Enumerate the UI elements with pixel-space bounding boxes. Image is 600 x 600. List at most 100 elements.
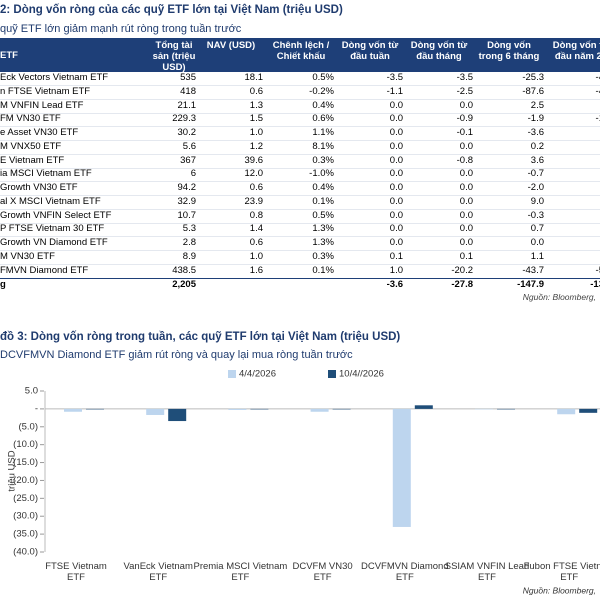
cell: 1.2 xyxy=(249,140,263,152)
cell: 3.6 xyxy=(530,154,544,166)
cell: 0.0 xyxy=(389,223,403,235)
cell: n FTSE Vietnam ETF xyxy=(0,85,91,97)
header-cell: Dòng vốn trong 6 tháng xyxy=(478,40,540,62)
legend-label: 4/4/2026 xyxy=(239,369,276,380)
bar xyxy=(497,408,515,410)
cell: 0.0 xyxy=(459,140,473,152)
x-tick-label: DCVFM VN30 ETF xyxy=(293,561,353,583)
cell: 39.6 xyxy=(244,154,264,166)
row-line xyxy=(0,195,600,196)
x-tick-label: DCVFMVN Diamond ETF xyxy=(361,561,449,583)
cell: 0.4% xyxy=(312,99,334,111)
cell: 0.3% xyxy=(312,250,334,262)
cell: 1.0 xyxy=(249,127,263,138)
cell: -20.2 xyxy=(451,264,473,276)
cell: 0.5% xyxy=(312,209,334,221)
cell: 0.7 xyxy=(530,223,544,235)
cell: 0.4% xyxy=(312,182,334,193)
cell: 367 xyxy=(180,154,196,166)
cell: 94.2 xyxy=(177,182,197,193)
legend-swatch xyxy=(228,370,236,378)
cell: 1.1 xyxy=(530,250,544,262)
cell: 229.3 xyxy=(172,113,196,125)
cell: 0.0 xyxy=(459,182,473,193)
cell: 1.3% xyxy=(312,237,334,248)
cell: -27.8 xyxy=(451,279,473,290)
y-axis-label: triệu USD xyxy=(7,450,18,491)
x-tick-label: FTSE Vietnam ETF xyxy=(45,561,107,583)
cell: 0.0 xyxy=(459,168,473,180)
cell: FMVN Diamond ETF xyxy=(0,264,89,276)
cell: 0.3% xyxy=(312,154,334,166)
bar xyxy=(228,408,247,410)
header-cell: Tổng tài sản (triệu USD) xyxy=(152,40,196,73)
cell: -13 xyxy=(590,279,600,290)
row-line xyxy=(0,167,600,169)
cell: 0.0 xyxy=(389,209,403,221)
cell: 0.6 xyxy=(249,85,263,97)
row-line xyxy=(0,126,600,128)
cell: P FTSE Vietnam 30 ETF xyxy=(0,223,105,235)
cell: al X MSCI Vietnam ETF xyxy=(0,195,101,207)
legend-label: 10/4//2026 xyxy=(339,369,384,380)
cell: -0.2% xyxy=(309,85,334,97)
chart-title: đồ 3: Dòng vốn ròng trong tuần, các quỹ … xyxy=(0,331,401,343)
cell: 5.3 xyxy=(182,223,196,235)
table-subtitle: quỹ ETF lớn giảm mạnh rút ròng trong tuầ… xyxy=(0,23,242,35)
cell: 0.5% xyxy=(312,72,334,83)
y-tick-label: (5.0) xyxy=(18,421,38,432)
cell: -1.0% xyxy=(309,168,334,180)
cell: -147.9 xyxy=(517,279,544,290)
legend-swatch xyxy=(328,370,336,378)
cell: 30.2 xyxy=(177,127,197,138)
bar xyxy=(168,408,187,422)
cell: Growth VN30 ETF xyxy=(0,182,78,193)
cell: 0.0 xyxy=(389,182,403,193)
bar xyxy=(310,408,329,412)
cell: 0.0 xyxy=(459,237,473,248)
cell: M VNX50 ETF xyxy=(0,140,62,152)
row-line xyxy=(0,98,600,100)
cell: FM VN30 ETF xyxy=(0,113,61,125)
cell: -0.3 xyxy=(527,209,544,221)
row-line xyxy=(0,263,600,265)
cell: 2.8 xyxy=(182,237,196,248)
cell: 1.5 xyxy=(249,113,263,125)
row-line xyxy=(0,222,600,224)
cell: -1.9 xyxy=(527,113,544,125)
header-cell: Dòng vốn từ đầu năm 20 xyxy=(552,40,600,62)
cell: 23.9 xyxy=(244,195,264,207)
row-line xyxy=(0,140,600,141)
header-cell: Dòng vốn từ đầu tuần xyxy=(341,40,399,62)
cell: 0.0 xyxy=(530,237,544,248)
total-line xyxy=(0,278,600,279)
header-cell: NAV (USD) xyxy=(206,40,256,51)
cell: -1 xyxy=(595,113,600,125)
cell: 0.6% xyxy=(312,113,334,125)
cell: ia MSCI Vietnam ETF xyxy=(0,168,92,180)
y-tick-label: (15.0) xyxy=(13,457,38,468)
cell: -4 xyxy=(595,72,600,83)
cell: 9.0 xyxy=(530,195,544,207)
cell: 0.0 xyxy=(389,127,403,138)
row-line xyxy=(0,153,600,155)
row-line xyxy=(0,85,600,86)
y-tick-label: (25.0) xyxy=(13,493,38,504)
cell: -3.5 xyxy=(386,72,403,83)
cell: -3.5 xyxy=(456,72,473,83)
cell: 0.0 xyxy=(389,237,403,248)
cell: -43.7 xyxy=(522,264,544,276)
table-header xyxy=(0,38,600,72)
y-tick-label: (10.0) xyxy=(13,439,38,450)
cell: 1.6 xyxy=(249,264,263,276)
cell: -3.6 xyxy=(386,279,403,290)
cell: -0.7 xyxy=(527,168,544,180)
cell: -4 xyxy=(595,85,600,97)
cell: 8.1% xyxy=(312,140,334,152)
cell: 0.2 xyxy=(530,140,544,152)
x-tick-label: VanEck Vietnam ETF xyxy=(124,561,193,583)
chart-source: Nguồn: Bloomberg, xyxy=(523,585,596,595)
